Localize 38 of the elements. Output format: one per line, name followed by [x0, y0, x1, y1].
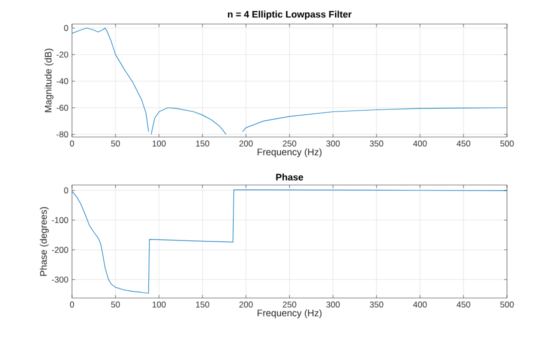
chart-title: Phase: [276, 174, 304, 181]
x-tick-label: 500: [500, 140, 514, 147]
x-tick-label: 50: [111, 140, 120, 147]
y-tick-label: -300: [52, 276, 68, 283]
y-tick-label: -80: [56, 131, 68, 138]
x-tick-label: 300: [326, 302, 340, 308]
x-tick-label: 250: [282, 302, 296, 308]
x-tick-label: 350: [370, 140, 384, 147]
line-series: [72, 189, 508, 294]
x-axis-title: Frequency (Hz): [258, 309, 322, 318]
y-tick-label: 0: [64, 187, 68, 194]
x-tick-label: 450: [456, 140, 470, 147]
y-tick-label: -40: [56, 78, 68, 84]
x-tick-label: 300: [326, 140, 340, 147]
x-tick-label: 0: [70, 302, 74, 308]
x-tick-label: 100: [152, 302, 166, 308]
y-tick-label: -200: [52, 246, 68, 253]
x-tick-label: 450: [456, 302, 470, 308]
x-axis-title: Frequency (Hz): [258, 148, 322, 158]
y-axis-title: Phase (degrees): [40, 207, 49, 276]
x-tick-label: 200: [239, 140, 253, 147]
x-tick-label: 100: [152, 140, 166, 147]
chart-title: n = 4 Elliptic Lowpass Filter: [228, 10, 352, 20]
x-tick-label: 250: [282, 140, 296, 147]
y-axis-title: Magnitude (dB): [44, 48, 54, 112]
y-tick-label: -100: [52, 217, 68, 224]
x-tick-label: 150: [196, 140, 210, 147]
x-tick-label: 400: [413, 302, 427, 308]
y-tick-label: -60: [56, 104, 68, 111]
x-tick-label: 0: [70, 140, 74, 147]
y-tick-label: -20: [56, 52, 68, 58]
x-tick-label: 150: [196, 302, 210, 308]
x-tick-label: 200: [239, 302, 253, 308]
x-tick-label: 350: [370, 302, 384, 308]
y-tick-label: 0: [64, 25, 68, 31]
x-tick-label: 400: [413, 140, 427, 147]
x-tick-label: 500: [500, 302, 514, 308]
x-tick-label: 50: [111, 302, 120, 308]
